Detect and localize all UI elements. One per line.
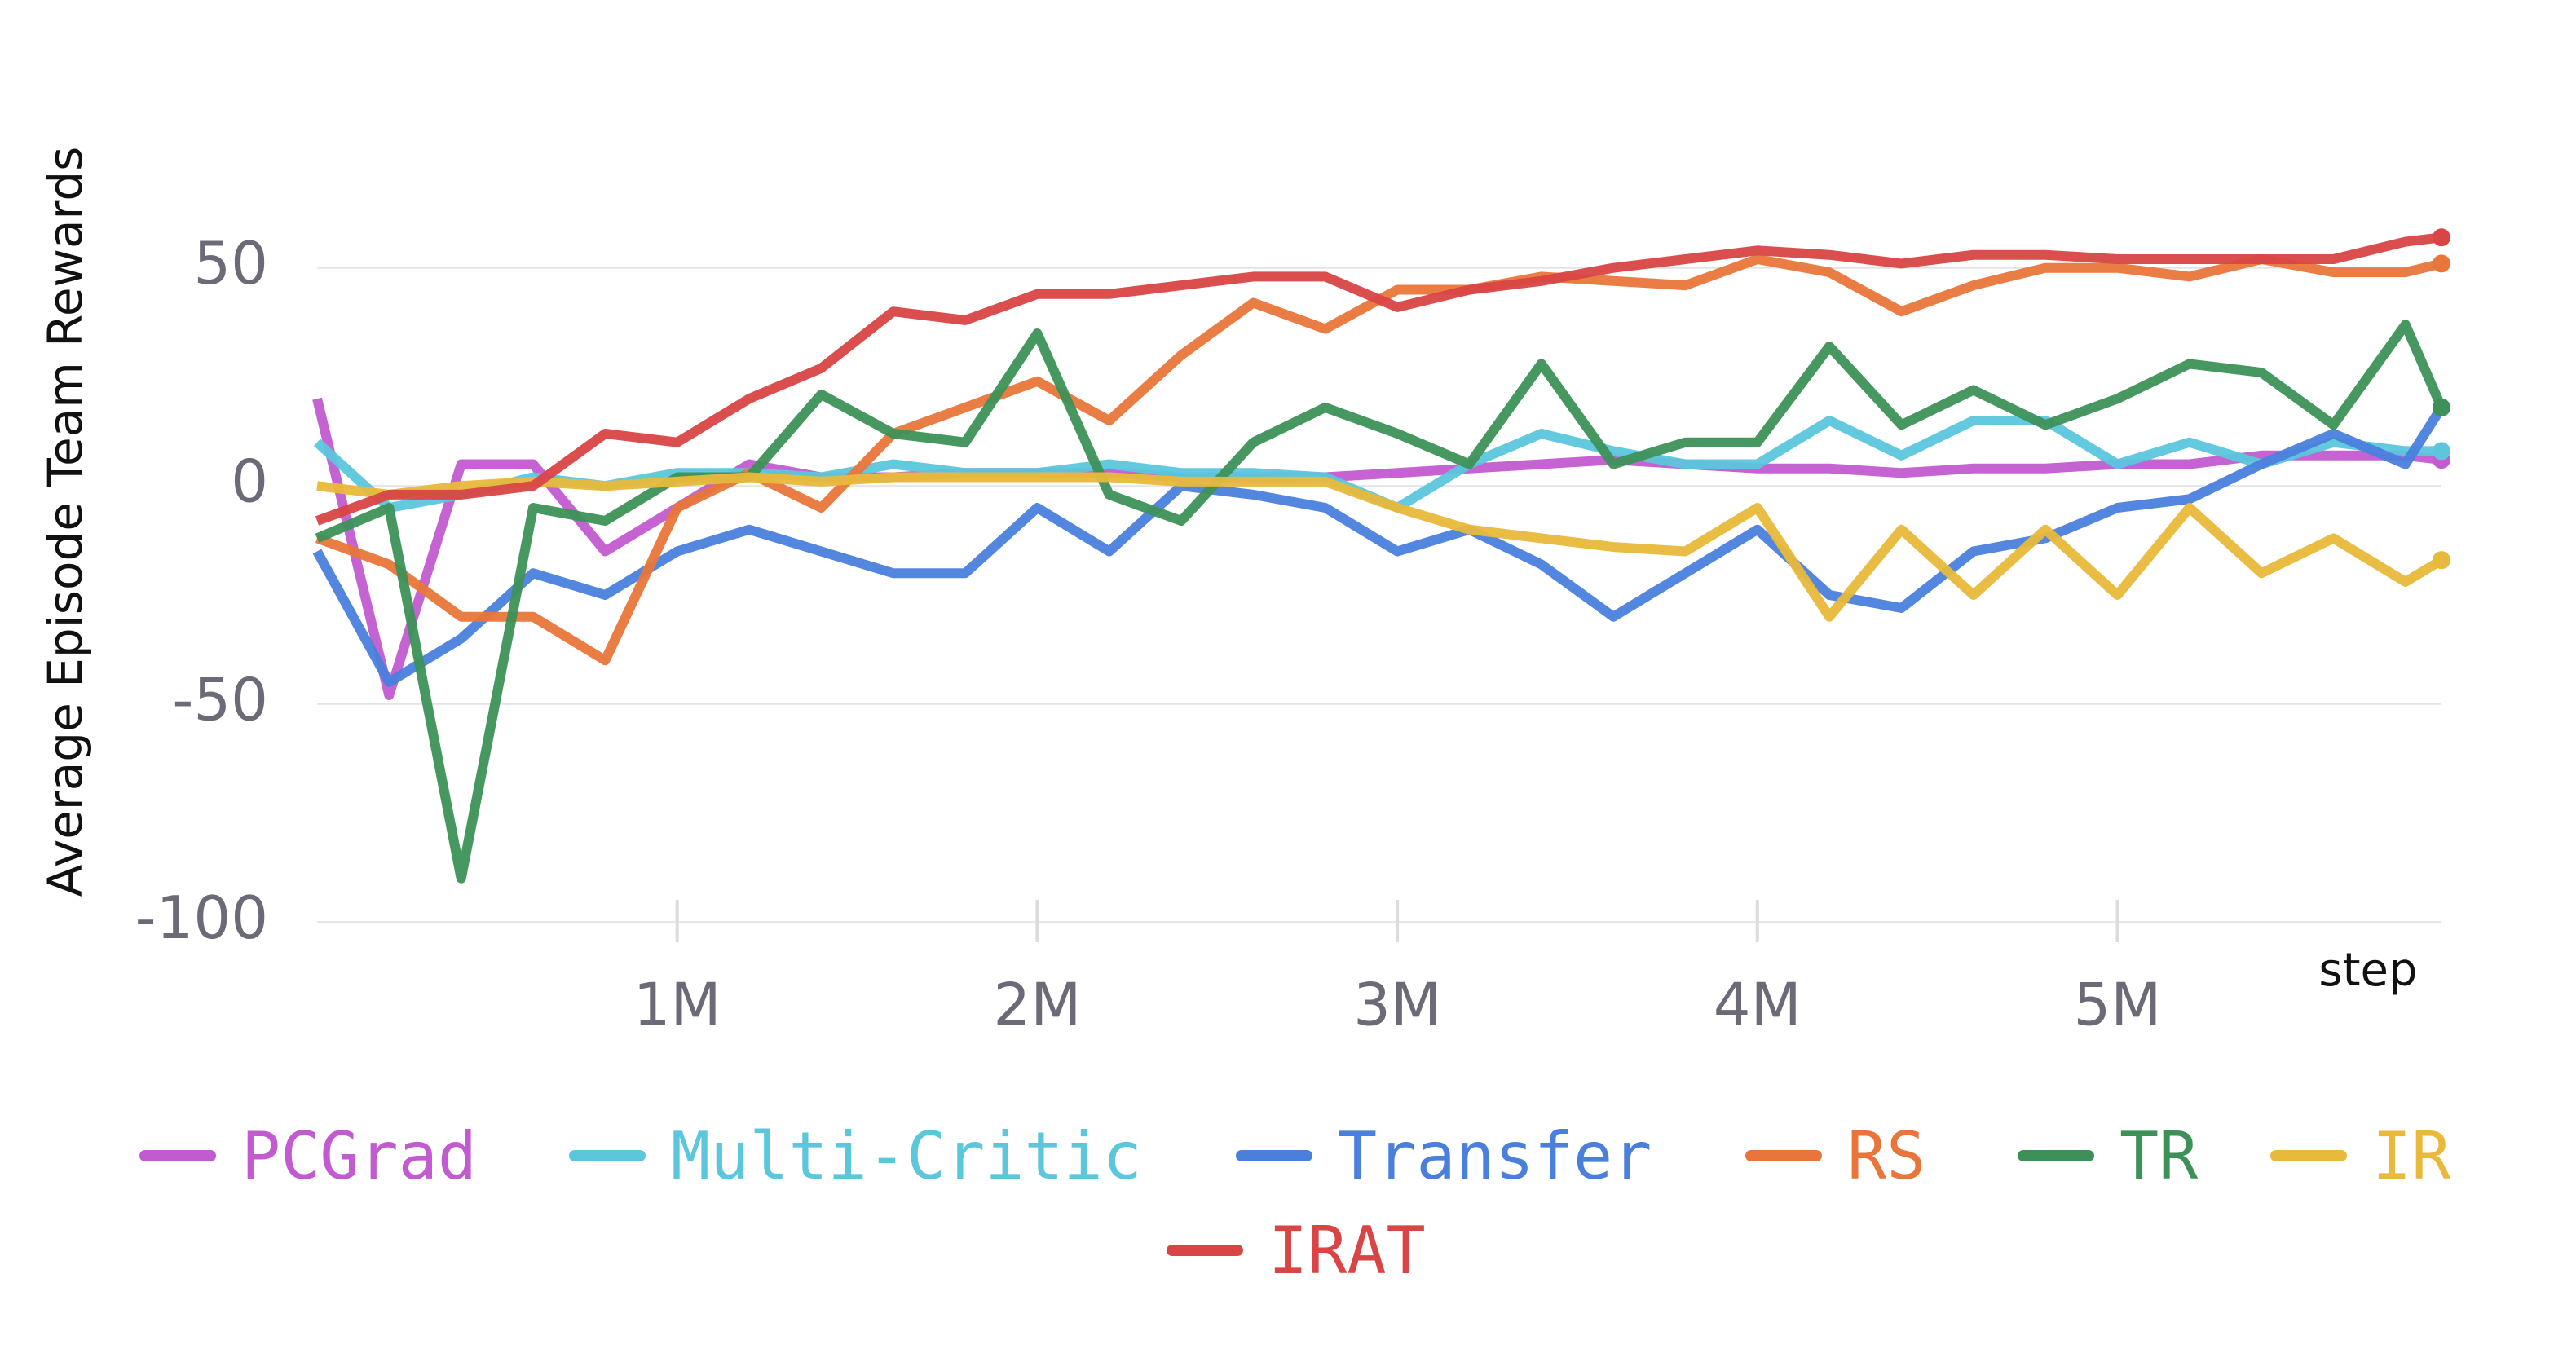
x-tick-label: 3M xyxy=(1353,971,1441,1039)
end-marker xyxy=(2433,442,2450,461)
lines xyxy=(312,228,2450,884)
end-marker xyxy=(2433,254,2450,273)
legend-label: PCGrad xyxy=(241,1118,477,1194)
legend-label: Multi-Critic xyxy=(671,1118,1142,1194)
end-marker xyxy=(2433,398,2450,416)
legend: PCGrad Multi-Critic Transfer RS TR IR IRAT xyxy=(139,1118,2451,1289)
y-tick-label: -50 xyxy=(172,665,268,734)
series-line xyxy=(315,232,2442,526)
legend-label: RS xyxy=(1847,1118,1925,1194)
y-tick-label: 0 xyxy=(231,447,268,516)
x-tick-label: 4M xyxy=(1714,971,1802,1039)
series-line xyxy=(315,254,2443,666)
x-tick-label: 2M xyxy=(993,971,1081,1039)
x-axis-label: step xyxy=(2318,944,2417,997)
y-axis-label: Average Episode Team Rewards xyxy=(37,147,93,897)
series-line xyxy=(316,472,2445,622)
x-tick-label: 5M xyxy=(2074,971,2162,1039)
legend-label: IR xyxy=(2372,1118,2451,1194)
legend-label: Transfer xyxy=(1338,1118,1652,1194)
x-tick-label: 1M xyxy=(633,971,721,1039)
end-marker xyxy=(2433,551,2450,570)
series-line xyxy=(312,397,2442,700)
legend-label: TR xyxy=(2119,1118,2199,1194)
legend-label: IRAT xyxy=(1268,1213,1426,1289)
end-marker xyxy=(2433,228,2450,247)
y-tick-label: -100 xyxy=(135,884,268,952)
series-line xyxy=(312,404,2446,687)
grid: -100 -50 0 50 1M 2M 3M 4M 5M xyxy=(135,229,2441,1039)
y-tick-label: 50 xyxy=(193,229,268,297)
